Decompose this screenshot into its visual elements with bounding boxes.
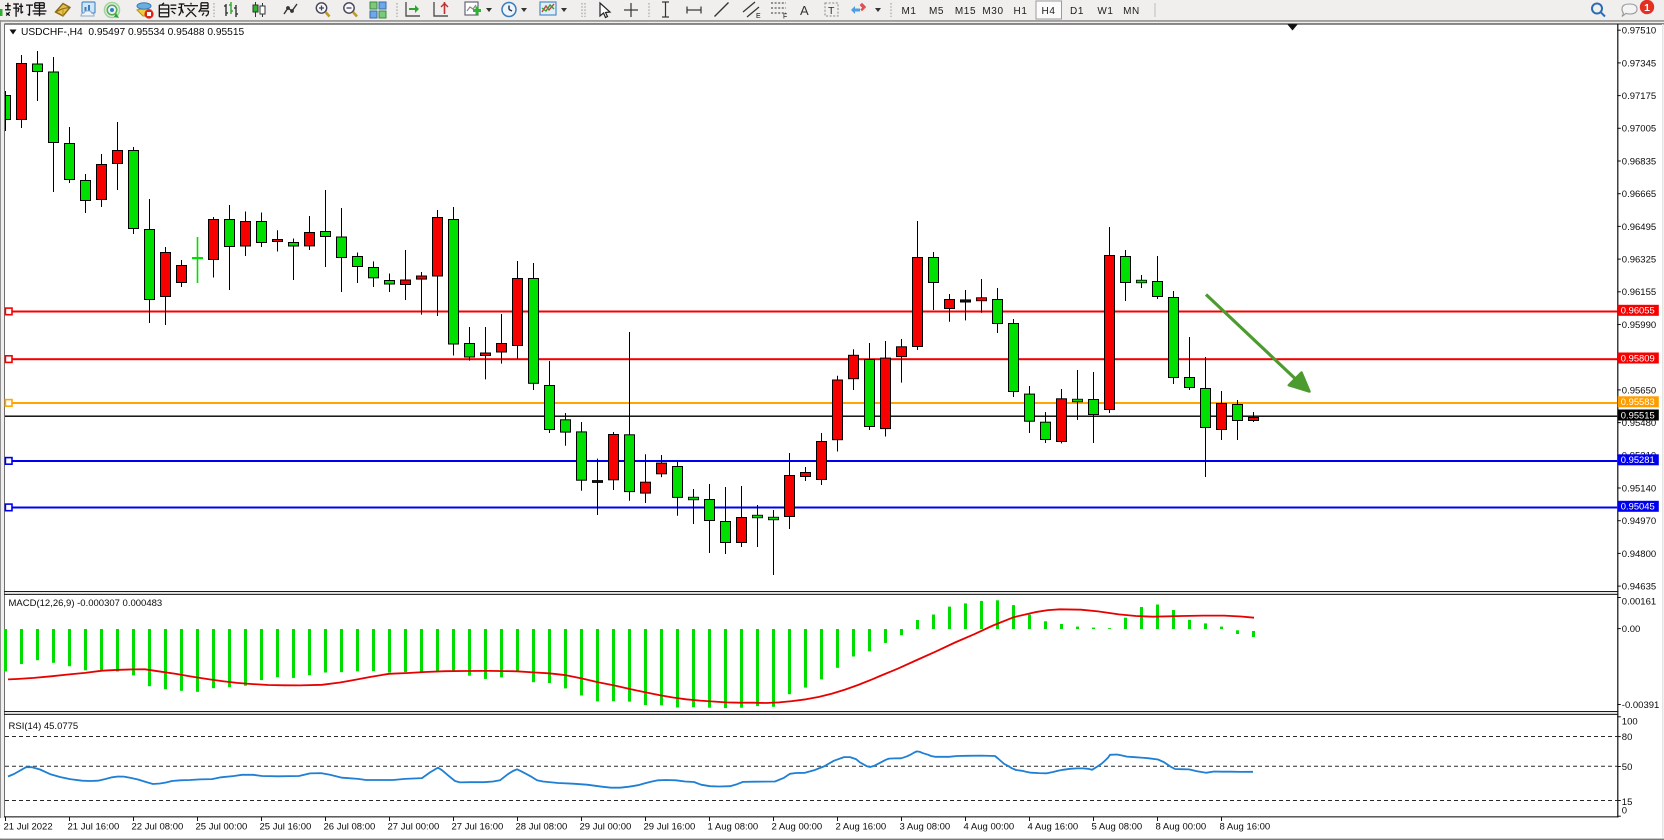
svg-text:8 Aug 16:00: 8 Aug 16:00 bbox=[1220, 822, 1271, 833]
svg-text:0.94970: 0.94970 bbox=[1622, 516, 1656, 527]
svg-text:2 Aug 00:00: 2 Aug 00:00 bbox=[772, 822, 823, 833]
svg-text:M1: M1 bbox=[901, 6, 916, 17]
svg-text:0.94800: 0.94800 bbox=[1622, 549, 1656, 560]
svg-text:W1: W1 bbox=[1097, 6, 1113, 17]
svg-text:50: 50 bbox=[1622, 762, 1633, 773]
svg-text:E: E bbox=[756, 13, 761, 20]
svg-text:H1: H1 bbox=[1014, 6, 1028, 17]
svg-text:USDCHF-,H4 0.95497 0.95534 0.: USDCHF-,H4 0.95497 0.95534 0.95488 0.955… bbox=[21, 27, 244, 38]
svg-text:2 Aug 16:00: 2 Aug 16:00 bbox=[836, 822, 887, 833]
svg-text:0.95583: 0.95583 bbox=[1621, 396, 1655, 407]
svg-text:0.96325: 0.96325 bbox=[1622, 255, 1656, 266]
svg-text:0.96835: 0.96835 bbox=[1622, 156, 1656, 167]
svg-text:0.95809: 0.95809 bbox=[1621, 352, 1655, 363]
svg-text:25 Jul 16:00: 25 Jul 16:00 bbox=[260, 822, 312, 833]
svg-text:29 Jul 16:00: 29 Jul 16:00 bbox=[644, 822, 696, 833]
svg-text:0.95281: 0.95281 bbox=[1621, 454, 1655, 465]
svg-text:5 Aug 08:00: 5 Aug 08:00 bbox=[1092, 822, 1143, 833]
svg-text:21 Jul 2022: 21 Jul 2022 bbox=[4, 822, 53, 833]
svg-text:15: 15 bbox=[1622, 797, 1633, 808]
svg-text:0.00: 0.00 bbox=[1622, 624, 1641, 635]
svg-text:22 Jul 08:00: 22 Jul 08:00 bbox=[132, 822, 184, 833]
svg-text:100: 100 bbox=[1622, 716, 1638, 727]
svg-text:8 Aug 00:00: 8 Aug 00:00 bbox=[1156, 822, 1207, 833]
svg-text:0.96665: 0.96665 bbox=[1622, 189, 1656, 200]
svg-text:0.95045: 0.95045 bbox=[1621, 501, 1655, 512]
svg-text:0.00161: 0.00161 bbox=[1622, 596, 1656, 607]
svg-text:27 Jul 00:00: 27 Jul 00:00 bbox=[388, 822, 440, 833]
svg-text:0.95140: 0.95140 bbox=[1622, 483, 1656, 494]
svg-text:0.94635: 0.94635 bbox=[1622, 582, 1656, 593]
svg-text:21 Jul 16:00: 21 Jul 16:00 bbox=[68, 822, 120, 833]
svg-text:26 Jul 08:00: 26 Jul 08:00 bbox=[324, 822, 376, 833]
svg-text:D1: D1 bbox=[1070, 6, 1084, 17]
svg-text:RSI(14) 45.0775: RSI(14) 45.0775 bbox=[9, 721, 79, 732]
svg-text:0.96155: 0.96155 bbox=[1622, 287, 1656, 298]
svg-text:A: A bbox=[800, 3, 809, 18]
svg-text:F: F bbox=[783, 14, 787, 21]
svg-text:28 Jul 08:00: 28 Jul 08:00 bbox=[516, 822, 568, 833]
svg-text:H4: H4 bbox=[1042, 6, 1056, 17]
svg-text:0.97005: 0.97005 bbox=[1622, 124, 1656, 135]
svg-text:1: 1 bbox=[1644, 2, 1650, 14]
svg-text:4 Aug 00:00: 4 Aug 00:00 bbox=[964, 822, 1015, 833]
svg-text:27 Jul 16:00: 27 Jul 16:00 bbox=[452, 822, 504, 833]
svg-text:0.96055: 0.96055 bbox=[1621, 305, 1655, 316]
svg-text:80: 80 bbox=[1622, 732, 1633, 743]
svg-text:0.95990: 0.95990 bbox=[1622, 320, 1656, 331]
svg-text:M5: M5 bbox=[929, 6, 944, 17]
svg-text:-0.00391: -0.00391 bbox=[1622, 700, 1660, 711]
svg-text:1 Aug 08:00: 1 Aug 08:00 bbox=[708, 822, 759, 833]
svg-text:29 Jul 00:00: 29 Jul 00:00 bbox=[580, 822, 632, 833]
svg-text:0.95515: 0.95515 bbox=[1621, 409, 1655, 420]
svg-text:T: T bbox=[828, 5, 835, 17]
svg-text:M30: M30 bbox=[982, 6, 1003, 17]
svg-text:0.95650: 0.95650 bbox=[1622, 385, 1656, 396]
svg-text:0.95480: 0.95480 bbox=[1622, 418, 1656, 429]
svg-text:MACD(12,26,9) -0.000307 0.0004: MACD(12,26,9) -0.000307 0.000483 bbox=[9, 598, 163, 609]
svg-text:4 Aug 16:00: 4 Aug 16:00 bbox=[1028, 822, 1079, 833]
svg-text:0.97345: 0.97345 bbox=[1622, 58, 1656, 69]
svg-text:0.97175: 0.97175 bbox=[1622, 91, 1656, 102]
svg-text:0: 0 bbox=[1622, 805, 1627, 816]
svg-text:3 Aug 08:00: 3 Aug 08:00 bbox=[900, 822, 951, 833]
svg-text:MN: MN bbox=[1123, 6, 1140, 17]
svg-text:25 Jul 00:00: 25 Jul 00:00 bbox=[196, 822, 248, 833]
svg-text:M15: M15 bbox=[955, 6, 976, 17]
svg-text:0.97510: 0.97510 bbox=[1622, 26, 1656, 37]
svg-text:0.96495: 0.96495 bbox=[1622, 222, 1656, 233]
